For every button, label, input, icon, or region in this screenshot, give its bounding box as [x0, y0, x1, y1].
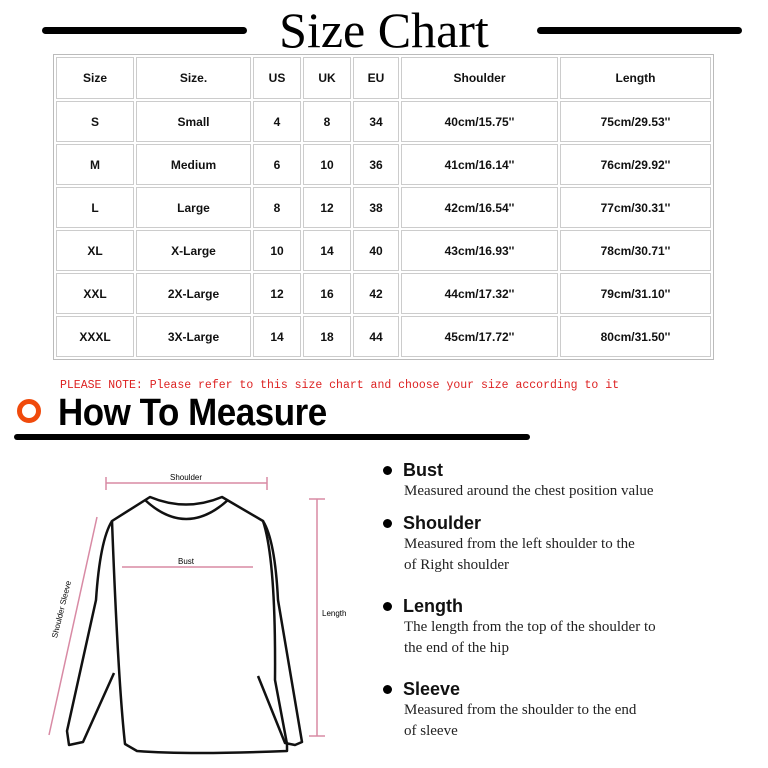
- bullet-icon: [383, 466, 392, 475]
- table-cell: 44: [353, 316, 399, 357]
- table-row: L Large 8 12 38 42cm/16.54'' 77cm/30.31'': [56, 187, 711, 228]
- table-cell: XXXL: [56, 316, 134, 357]
- sleeve-label: Shoulder Sleeve: [50, 579, 73, 639]
- table-cell: 79cm/31.10'': [560, 273, 711, 314]
- table-cell: Small: [136, 101, 251, 142]
- table-cell: 36: [353, 144, 399, 185]
- table-cell: 38: [353, 187, 399, 228]
- measure-title-shoulder: Shoulder: [403, 513, 482, 533]
- measure-description: Measured around the chest position value: [404, 483, 654, 499]
- table-cell: 42: [353, 273, 399, 314]
- bust-label: Bust: [178, 557, 195, 566]
- bullet-icon: [383, 519, 392, 528]
- table-cell: 16: [303, 273, 351, 314]
- header-cell: Length: [560, 57, 711, 99]
- table-cell: XL: [56, 230, 134, 271]
- table-cell: 42cm/16.54'': [401, 187, 558, 228]
- table-cell: 41cm/16.14'': [401, 144, 558, 185]
- table-cell: 14: [253, 316, 301, 357]
- page-title: Size Chart: [279, 2, 489, 58]
- header-cell: Size.: [136, 57, 251, 99]
- table-cell: M: [56, 144, 134, 185]
- table-cell: 80cm/31.50'': [560, 316, 711, 357]
- measure-lines: [48, 477, 325, 737]
- header-cell: Size: [56, 57, 134, 99]
- section-title: How To Measure: [58, 392, 327, 434]
- bullet-icon: [383, 685, 392, 694]
- measure-description: of sleeve: [404, 723, 458, 739]
- table-cell: 77cm/30.31'': [560, 187, 711, 228]
- table-cell: 34: [353, 101, 399, 142]
- table-row: S Small 4 8 34 40cm/15.75'' 75cm/29.53'': [56, 101, 711, 142]
- table-cell: 3X-Large: [136, 316, 251, 357]
- table-cell: X-Large: [136, 230, 251, 271]
- section-rule: [14, 434, 530, 440]
- header-cell: US: [253, 57, 301, 99]
- table-cell: 45cm/17.72'': [401, 316, 558, 357]
- table-row: XXL 2X-Large 12 16 42 44cm/17.32'' 79cm/31.10'…: [56, 273, 711, 314]
- measure-description: of Right shoulder: [404, 557, 509, 573]
- orange-ring-icon: [17, 399, 41, 423]
- size-table: Size Size. US UK EU Shoulder Length S Small 4 8 34 4…: [53, 54, 714, 360]
- table-cell: 44cm/17.32'': [401, 273, 558, 314]
- table-row: M Medium 6 10 36 41cm/16.14'' 76cm/29.92'': [56, 144, 711, 185]
- measure-description: Measured from the shoulder to the end: [404, 702, 637, 718]
- measure-description: the end of the hip: [404, 640, 509, 656]
- title-rule-left: [42, 27, 247, 34]
- header-cell: Shoulder: [401, 57, 558, 99]
- table-cell: 8: [303, 101, 351, 142]
- table-cell: Large: [136, 187, 251, 228]
- measure-description: Measured from the left shoulder to the: [404, 536, 635, 552]
- table-cell: 2X-Large: [136, 273, 251, 314]
- length-label: Length: [322, 609, 346, 618]
- table-cell: 6: [253, 144, 301, 185]
- table-cell: 18: [303, 316, 351, 357]
- measure-title-bust: Bust: [403, 460, 443, 480]
- title-rule-right: [537, 27, 742, 34]
- table-header-row: Size Size. US UK EU Shoulder Length: [56, 57, 711, 99]
- table-cell: 14: [303, 230, 351, 271]
- measure-title-length: Length: [403, 596, 463, 616]
- sweater-outline: [65, 495, 304, 755]
- bullet-icon: [383, 602, 392, 611]
- table-cell: 12: [303, 187, 351, 228]
- header-cell: EU: [353, 57, 399, 99]
- table-cell: XXL: [56, 273, 134, 314]
- table-row: XL X-Large 10 14 40 43cm/16.93'' 78cm/30.71'': [56, 230, 711, 271]
- measure-title-sleeve: Sleeve: [403, 679, 461, 699]
- table-row: XXXL 3X-Large 14 18 44 45cm/17.72'' 80cm/31.50…: [56, 316, 711, 357]
- table-cell: 40: [353, 230, 399, 271]
- table-cell: 76cm/29.92'': [560, 144, 711, 185]
- table-cell: L: [56, 187, 134, 228]
- table-cell: S: [56, 101, 134, 142]
- header-cell: UK: [303, 57, 351, 99]
- table-cell: 8: [253, 187, 301, 228]
- table-cell: 12: [253, 273, 301, 314]
- table-cell: 10: [253, 230, 301, 271]
- table-cell: Medium: [136, 144, 251, 185]
- table-cell: 4: [253, 101, 301, 142]
- table-cell: 78cm/30.71'': [560, 230, 711, 271]
- please-note: PLEASE NOTE: Please refer to this size c…: [60, 379, 619, 392]
- table-cell: 10: [303, 144, 351, 185]
- measure-description: The length from the top of the shoulder …: [404, 619, 656, 635]
- shoulder-label: Shoulder: [170, 473, 202, 482]
- table-cell: 75cm/29.53'': [560, 101, 711, 142]
- table-cell: 43cm/16.93'': [401, 230, 558, 271]
- table-cell: 40cm/15.75'': [401, 101, 558, 142]
